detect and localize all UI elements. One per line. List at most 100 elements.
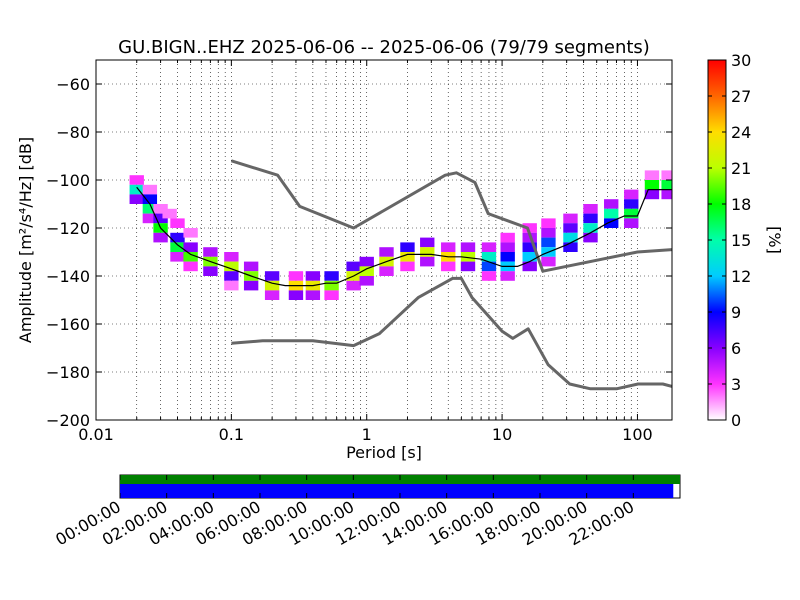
y-tick-label: −180 [46, 363, 90, 382]
pdf-cell [624, 218, 639, 228]
pdf-cell [583, 204, 598, 214]
colorbar-tick-label: 18 [731, 195, 751, 214]
pdf-cell [379, 266, 394, 276]
coverage-panel: 00:00:0002:00:0004:00:0006:00:0008:00:00… [52, 474, 681, 549]
x-axis-label: Period [s] [346, 443, 422, 462]
x-axis: 0.01 0.1 1 10 100 [78, 60, 653, 444]
pdf-cell [541, 218, 556, 228]
plot-frame [95, 59, 673, 421]
pdf-cell [563, 232, 578, 243]
pdf-cell [624, 189, 639, 200]
pdf-cell [264, 271, 280, 281]
pdf-cell [264, 290, 280, 300]
pdf-cell [183, 228, 198, 238]
pdf-cell [224, 252, 239, 262]
pdf-cell [400, 252, 415, 262]
noise-model-high [230, 159, 672, 273]
y-tick-label: −160 [46, 315, 90, 334]
pdf-cell [604, 199, 619, 209]
x-tick-label: 10 [492, 425, 512, 444]
pdf-cell [359, 256, 374, 267]
colorbar-tick-label: 0 [731, 411, 741, 430]
pdf-cell [541, 237, 556, 248]
pdf-cell [359, 266, 374, 276]
pdf-cell [346, 280, 361, 291]
pdf-cell [481, 252, 497, 262]
pdf-cell [379, 247, 394, 257]
colorbar-ticks: 0 3 6 9 12 15 18 21 24 27 30 [708, 51, 751, 430]
mode-line [136, 186, 672, 287]
pdf-cell [162, 208, 177, 219]
pdf-cell [142, 184, 158, 195]
pdf-cell [170, 242, 185, 252]
colorbar-tick-label: 21 [731, 159, 751, 178]
pdf-cell [563, 242, 578, 252]
pdf-cell [460, 242, 476, 252]
pdf-cell [224, 271, 239, 281]
pdf-cell [624, 199, 639, 209]
pdf-cell [129, 175, 144, 185]
pdf-cell [153, 213, 168, 224]
pdf-cell [460, 261, 476, 272]
pdf-cell [183, 261, 198, 272]
pdf-cell [563, 223, 578, 233]
colorbar-tick-label: 6 [731, 339, 741, 358]
pdf-cell [644, 180, 660, 190]
pdf-cell [170, 232, 185, 243]
pdf-cell [541, 256, 556, 267]
pdf-cell [324, 280, 339, 291]
pdf-cell [203, 266, 218, 276]
pdf-cell [264, 280, 280, 291]
pdf-cell [420, 237, 435, 248]
pdf-cell [243, 261, 259, 272]
pdf-cell [522, 242, 537, 252]
pdf-cell [183, 252, 198, 262]
pdf-cell [481, 261, 497, 272]
pdf-cell [481, 242, 497, 252]
pdf-cell [460, 252, 476, 262]
pdf-cell [129, 194, 144, 204]
pdf-cell [129, 184, 144, 195]
pdf-cell [400, 261, 415, 272]
colorbar-tick-label: 30 [731, 51, 751, 70]
pdf-cell [153, 204, 168, 214]
pdf-cell [644, 170, 660, 180]
x-tick-label: 1 [362, 425, 372, 444]
y-tick-label: −60 [56, 75, 90, 94]
colorbar: 0 3 6 9 12 15 18 21 24 27 30 [%] [707, 51, 784, 430]
pdf-cell [522, 252, 537, 262]
mode-curve [136, 186, 672, 287]
colorbar-tick-label: 15 [731, 231, 751, 250]
pdf-cell [142, 213, 158, 224]
y-tick-label: −140 [46, 267, 90, 286]
pdf-cell [170, 218, 185, 228]
noise-model-low [231, 276, 672, 391]
pdf-cell [305, 290, 321, 300]
y-axis-label: Amplitude [m²/s⁴/Hz] [dB] [16, 137, 35, 343]
colorbar-tick-label: 3 [731, 375, 741, 394]
pdf-cell [420, 247, 435, 257]
y-tick-label: −100 [46, 171, 90, 190]
pdf-cell [153, 232, 168, 243]
colorbar-tick-label: 27 [731, 87, 751, 106]
pdf-cell [661, 180, 672, 190]
pdf-cell [359, 276, 374, 286]
coverage-segments-bar [120, 484, 674, 498]
x-tick-label: 100 [622, 425, 653, 444]
y-tick-label: −200 [46, 411, 90, 430]
pdf-cell [583, 213, 598, 224]
pdf-cell [604, 218, 619, 228]
pdf-heatmap [129, 170, 672, 300]
pdf-cell [500, 252, 515, 262]
y-tick-label: −120 [46, 219, 90, 238]
pdf-cell [203, 247, 218, 257]
colorbar-label: [%] [765, 226, 784, 254]
pdf-cell [522, 261, 537, 272]
pdf-cell [563, 213, 578, 224]
pdf-cell [324, 271, 339, 281]
pdf-cell [604, 208, 619, 219]
pdf-cell [288, 290, 304, 300]
pdf-cell [500, 242, 515, 252]
pdf-cell [142, 204, 158, 214]
